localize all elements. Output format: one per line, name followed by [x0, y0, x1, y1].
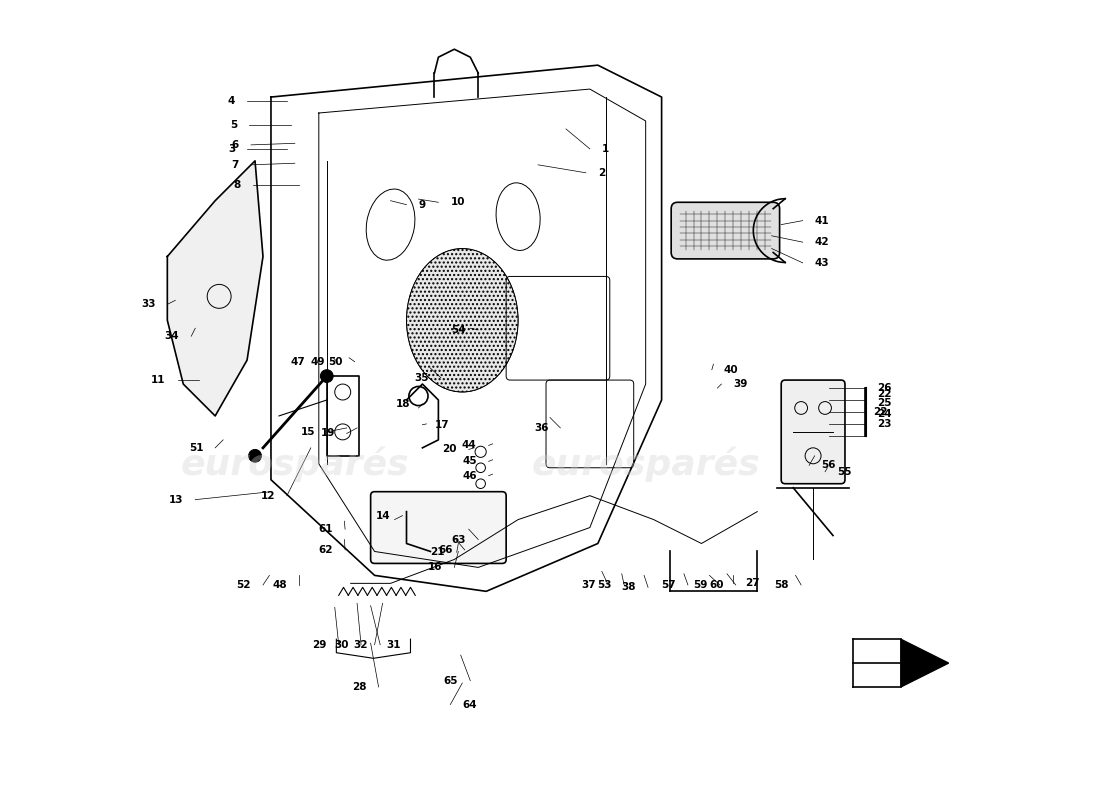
Text: 14: 14	[376, 510, 390, 521]
Polygon shape	[901, 639, 948, 687]
Text: eurosparés: eurosparés	[180, 446, 409, 482]
Text: 36: 36	[534, 423, 549, 433]
Text: 26: 26	[877, 383, 891, 393]
Text: 62: 62	[319, 545, 333, 555]
Text: 65: 65	[443, 676, 459, 686]
Text: 8: 8	[233, 180, 241, 190]
Text: 22: 22	[877, 389, 891, 398]
Text: 53: 53	[597, 580, 613, 590]
Text: 23: 23	[877, 419, 891, 429]
Polygon shape	[167, 161, 263, 416]
Text: 37: 37	[582, 580, 596, 590]
Text: 10: 10	[450, 198, 465, 207]
Text: eurosparés: eurosparés	[531, 446, 760, 482]
Text: 33: 33	[141, 299, 155, 310]
Ellipse shape	[407, 249, 518, 392]
Text: 22: 22	[873, 407, 888, 417]
Text: 39: 39	[734, 379, 748, 389]
Text: 4: 4	[228, 96, 235, 106]
Text: 12: 12	[261, 490, 275, 501]
Text: 34: 34	[165, 331, 179, 342]
Text: 30: 30	[334, 640, 349, 650]
Text: 56: 56	[821, 460, 836, 470]
Text: 11: 11	[151, 375, 166, 385]
FancyBboxPatch shape	[781, 380, 845, 484]
Text: 63: 63	[452, 534, 466, 545]
Text: 29: 29	[312, 640, 327, 650]
Text: 18: 18	[396, 399, 410, 409]
Text: 13: 13	[168, 494, 184, 505]
Text: 58: 58	[774, 580, 789, 590]
Text: 52: 52	[236, 580, 251, 590]
Text: 17: 17	[434, 420, 449, 430]
Text: 45: 45	[462, 456, 476, 466]
Text: 32: 32	[354, 640, 368, 650]
Text: 19: 19	[320, 429, 334, 438]
Text: 38: 38	[621, 582, 636, 592]
FancyBboxPatch shape	[371, 492, 506, 563]
Text: 7: 7	[232, 160, 239, 170]
FancyBboxPatch shape	[671, 202, 780, 259]
Text: 31: 31	[386, 640, 402, 650]
Text: 2: 2	[597, 168, 605, 178]
Text: 42: 42	[815, 237, 829, 247]
Text: 55: 55	[837, 466, 851, 477]
Text: 28: 28	[352, 682, 366, 692]
Text: 54: 54	[452, 325, 466, 335]
Text: 61: 61	[319, 524, 333, 534]
Text: 50: 50	[328, 357, 343, 366]
Text: 43: 43	[815, 258, 829, 268]
Text: 3: 3	[228, 144, 235, 154]
Text: 59: 59	[693, 580, 708, 590]
Circle shape	[320, 370, 333, 382]
Text: 51: 51	[189, 443, 204, 453]
Text: 21: 21	[430, 547, 444, 558]
Text: 9: 9	[418, 200, 426, 210]
Text: 47: 47	[290, 357, 306, 366]
Text: 1: 1	[602, 144, 609, 154]
Text: 16: 16	[428, 562, 442, 573]
Text: 66: 66	[438, 545, 453, 555]
Text: 60: 60	[710, 580, 724, 590]
Text: 49: 49	[310, 357, 326, 366]
Text: 35: 35	[415, 373, 429, 382]
Text: 48: 48	[273, 580, 287, 590]
Text: 15: 15	[300, 427, 315, 437]
Text: 40: 40	[724, 365, 738, 374]
Circle shape	[249, 450, 262, 462]
Text: 41: 41	[815, 216, 829, 226]
Text: 64: 64	[462, 699, 477, 710]
Text: 6: 6	[232, 140, 239, 150]
Text: 27: 27	[746, 578, 760, 588]
Text: 44: 44	[462, 441, 476, 450]
Text: 57: 57	[661, 580, 676, 590]
Text: 24: 24	[877, 409, 891, 418]
Text: 46: 46	[462, 470, 476, 481]
Text: 25: 25	[877, 398, 891, 408]
Text: 5: 5	[230, 120, 238, 130]
Text: 20: 20	[442, 445, 456, 454]
